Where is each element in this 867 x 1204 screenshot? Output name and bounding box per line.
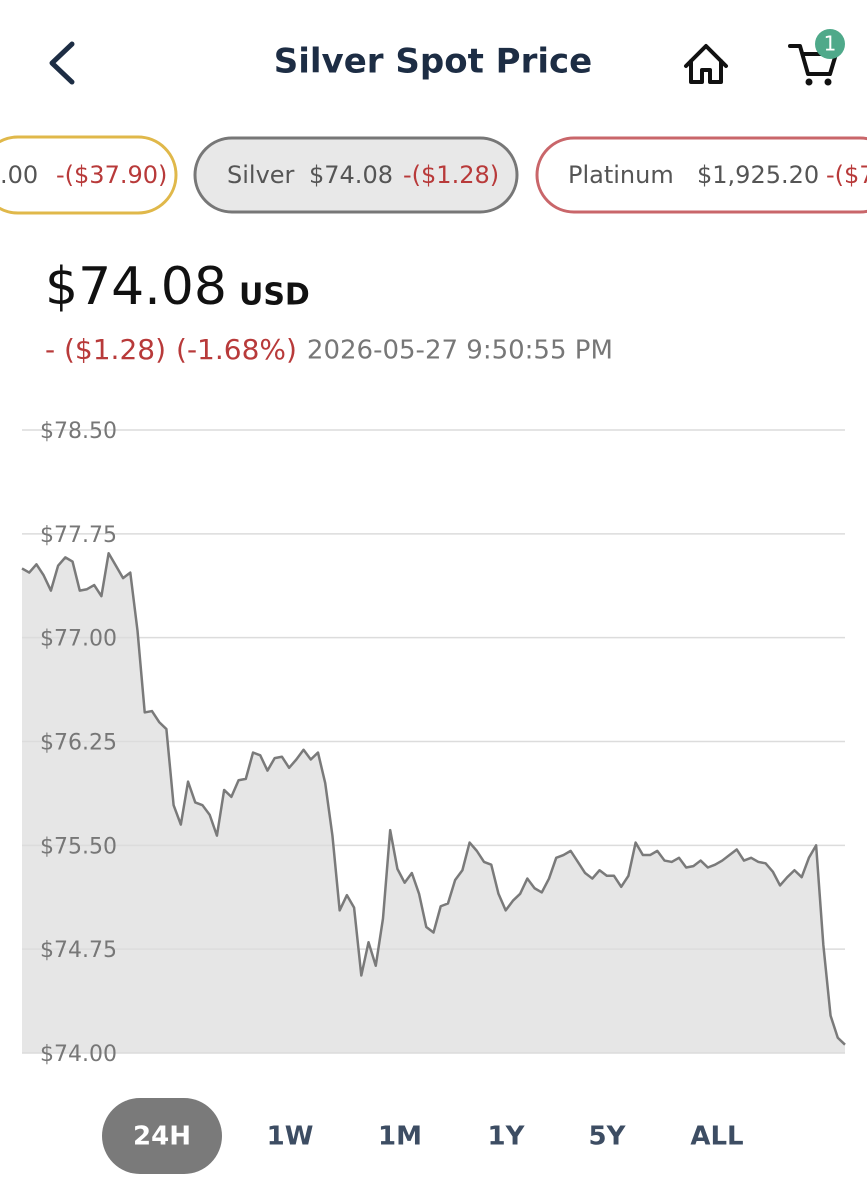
chip-border (0, 135, 178, 215)
y-tick-label: $74.75 (40, 938, 117, 963)
range-selector: 24H 1W 1M 1Y 5Y ALL (102, 1098, 744, 1174)
range-button[interactable]: 24H (102, 1098, 222, 1174)
chip-border (193, 136, 519, 214)
range-label: ALL (690, 1122, 743, 1152)
ticker-chip[interactable]: Silver $74.08 -($1.28) (193, 136, 519, 214)
range-label: 24H (133, 1122, 191, 1152)
chip-change: -($7 (826, 161, 867, 189)
back-button[interactable] (49, 41, 75, 85)
y-tick-label: $78.50 (40, 419, 117, 444)
cart-badge (815, 29, 845, 59)
y-tick-label: $76.25 (40, 731, 117, 756)
cart-button[interactable]: 1 (788, 29, 845, 86)
range-label: 1W (267, 1122, 314, 1152)
cart-count: 1 (824, 32, 837, 56)
range-button[interactable]: 1W (267, 1122, 314, 1152)
price-chart: $74.00 $74.75 $75.50 $76.25 $77.00 $77.75 $78.… (21, 419, 846, 1067)
range-label: 5Y (589, 1122, 627, 1152)
range-selected-bg (102, 1098, 222, 1174)
y-tick-label: $77.00 (40, 627, 117, 652)
chip-name: Silver (227, 161, 295, 189)
ticker-chip[interactable]: .00 -($37.90) (0, 135, 178, 215)
chip-name: Platinum (568, 161, 674, 189)
range-button[interactable]: 1Y (488, 1122, 526, 1152)
chip-price: $1,925.20 (697, 161, 819, 189)
range-label: 1Y (488, 1122, 526, 1152)
chip-change: -($1.28) (403, 161, 499, 189)
range-button[interactable]: 5Y (589, 1122, 627, 1152)
quote-timestamp: 2026-05-27 9:50:55 PM (307, 336, 613, 366)
range-label: 1M (378, 1122, 422, 1152)
quote-price: $74.08 (45, 257, 227, 317)
chip-price: .00 (0, 161, 38, 189)
range-button[interactable]: ALL (690, 1122, 743, 1152)
home-icon (684, 44, 728, 84)
y-tick-label: $75.50 (40, 834, 117, 859)
cart-wheel (824, 78, 832, 86)
range-button[interactable]: 1M (378, 1122, 422, 1152)
area-fill (22, 553, 845, 1053)
quote-currency: USD (239, 278, 310, 313)
chip-price: $74.08 (309, 161, 393, 189)
y-tick-label: $77.75 (40, 523, 117, 548)
quote-change-pct: (-1.68%) (176, 333, 297, 366)
chip-change: -($37.90) (56, 161, 167, 189)
price-line (21, 551, 846, 1046)
quote-change: - ($1.28) (45, 333, 166, 366)
back-icon (49, 41, 75, 85)
y-tick-label: $74.00 (40, 1042, 117, 1067)
page-title: Silver Spot Price (274, 42, 592, 82)
home-button[interactable] (684, 44, 728, 84)
cart-wheel (805, 78, 813, 86)
ticker-chip[interactable]: Platinum $1,925.20 -($7 (535, 136, 867, 214)
chip-border (535, 136, 867, 214)
